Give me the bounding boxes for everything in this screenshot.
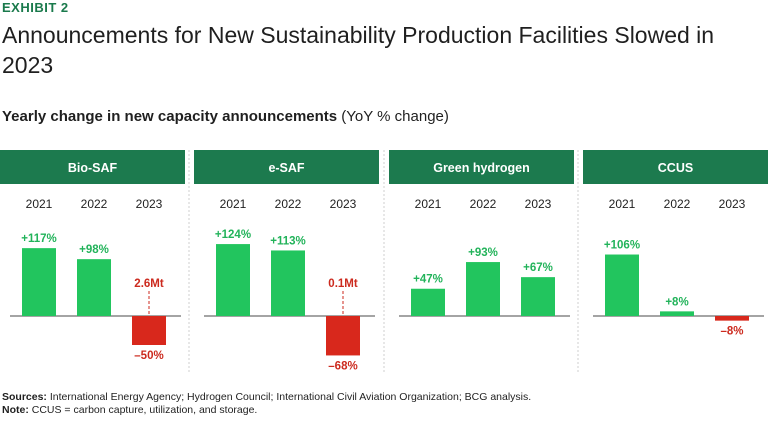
annotation-bio-saf: 2.6Mt	[134, 278, 164, 290]
footer: Sources: International Energy Agency; Hy…	[2, 391, 531, 417]
tick-label-2021: 2021	[415, 197, 442, 211]
bar-green-hydrogen-2021	[411, 288, 445, 316]
data-label-bio-saf-2023: –50%	[134, 350, 163, 362]
bar-ccus-2023	[715, 316, 749, 321]
data-label-ccus-2022: +8%	[665, 296, 688, 308]
panel-header-green-hydrogen	[389, 150, 574, 184]
bar-ccus-2022	[660, 311, 694, 316]
bar-green-hydrogen-2023	[521, 277, 555, 316]
data-label-ccus-2023: –8%	[720, 326, 743, 338]
note-label: Note:	[2, 404, 29, 416]
sources-label: Sources:	[2, 391, 47, 403]
data-label-ccus-2021: +106%	[604, 240, 640, 252]
subtitle-units: (YoY % change)	[341, 108, 449, 125]
bar-green-hydrogen-2022	[466, 262, 500, 316]
data-label-green-hydrogen-2023: +67%	[523, 262, 553, 274]
tick-label-2021: 2021	[220, 197, 247, 211]
tick-label-2023: 2023	[719, 197, 746, 211]
data-label-green-hydrogen-2022: +93%	[468, 247, 498, 259]
data-label-e-saf-2021: +124%	[215, 229, 251, 241]
bar-e-saf-2023	[326, 316, 360, 356]
bar-ccus-2021	[605, 254, 639, 316]
note-text: CCUS = carbon capture, utilization, and …	[31, 404, 258, 416]
tick-label-2022: 2022	[81, 197, 108, 211]
panel-header-bio-saf	[0, 150, 185, 184]
panel-title-green-hydrogen: Green hydrogen	[433, 161, 530, 175]
annotation-e-saf: 0.1Mt	[328, 278, 358, 290]
panel-title-e-saf: e-SAF	[268, 161, 304, 175]
tick-label-2022: 2022	[470, 197, 497, 211]
tick-label-2023: 2023	[525, 197, 552, 211]
bar-e-saf-2021	[216, 244, 250, 316]
panel-title-ccus: CCUS	[658, 161, 693, 175]
tick-label-2023: 2023	[136, 197, 163, 211]
exhibit-label: EXHIBIT 2	[2, 0, 69, 15]
data-label-bio-saf-2021: +117%	[21, 233, 57, 245]
bar-bio-saf-2022	[77, 259, 111, 316]
tick-label-2023: 2023	[330, 197, 357, 211]
bar-bio-saf-2023	[132, 316, 166, 345]
tick-label-2022: 2022	[664, 197, 691, 211]
panel-title-bio-saf: Bio-SAF	[68, 161, 118, 175]
chart-subtitle: Yearly change in new capacity announceme…	[2, 108, 449, 125]
data-label-bio-saf-2022: +98%	[79, 244, 109, 256]
panel-header-e-saf	[194, 150, 379, 184]
tick-label-2021: 2021	[26, 197, 53, 211]
panel-header-ccus	[583, 150, 768, 184]
bar-e-saf-2022	[271, 250, 305, 316]
sources-line: Sources: International Energy Agency; Hy…	[2, 391, 531, 404]
bar-bio-saf-2021	[22, 248, 56, 316]
data-label-e-saf-2022: +113%	[270, 235, 306, 247]
tick-label-2022: 2022	[275, 197, 302, 211]
subtitle-bold: Yearly change in new capacity announceme…	[2, 108, 338, 125]
data-label-e-saf-2023: –68%	[328, 360, 357, 372]
page-title: Announcements for New Sustainability Pro…	[2, 22, 715, 78]
chart-area: Bio-SAF 2021 +117% 2022 +98% 2023 –50% 2.6Mt e-S…	[0, 150, 768, 372]
data-label-green-hydrogen-2021: +47%	[413, 274, 443, 286]
tick-label-2021: 2021	[609, 197, 636, 211]
sources-text: International Energy Agency; Hydrogen Co…	[49, 391, 532, 403]
note-line: Note: CCUS = carbon capture, utilization…	[2, 404, 531, 417]
